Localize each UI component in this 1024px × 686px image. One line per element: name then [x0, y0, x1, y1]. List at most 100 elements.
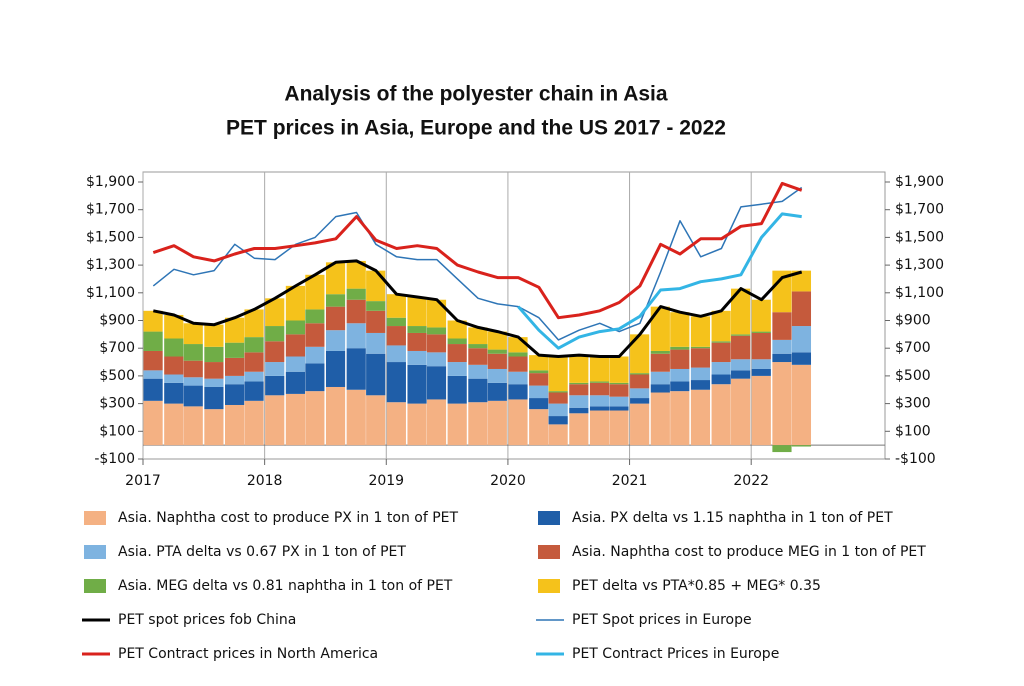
bar-segment	[711, 374, 731, 385]
bar-segment	[487, 353, 507, 369]
y2-tick-label: $900	[895, 313, 931, 329]
legend-label: PET Spot prices in Europe	[572, 612, 752, 628]
bar-segment	[366, 395, 386, 446]
bar-segment	[711, 384, 731, 446]
y-tick-label: $1,100	[86, 285, 135, 301]
bar-segment	[731, 370, 751, 379]
bar-segment	[447, 320, 467, 339]
legend-swatch	[538, 579, 560, 593]
bar-segment	[305, 309, 325, 324]
bar-segment	[325, 386, 346, 446]
bar-segment	[447, 338, 467, 345]
y-tick-label: $1,700	[86, 202, 135, 218]
bar-segment	[529, 355, 549, 371]
bar-segment	[366, 270, 386, 302]
bar-segment	[204, 386, 224, 410]
bar-segment	[244, 352, 264, 372]
bar-segment	[589, 406, 610, 411]
y2-tick-label: $700	[895, 340, 931, 356]
bar-segment	[791, 326, 812, 353]
bar-segment	[589, 410, 610, 446]
bar-segment	[468, 327, 488, 345]
bar-segment	[609, 382, 629, 385]
bar-segment	[670, 391, 690, 446]
y-tick-label: $1,900	[86, 174, 135, 190]
bar-segment	[670, 381, 690, 392]
bar-segment	[589, 395, 610, 407]
bar-segment	[244, 371, 264, 382]
bar-segment	[143, 378, 163, 401]
bar-segment	[548, 416, 568, 425]
bar-segment	[569, 355, 589, 383]
bar-segment	[650, 350, 670, 354]
bar-segment	[143, 310, 163, 332]
bar-segment	[711, 342, 731, 363]
bar-segment	[670, 368, 690, 382]
bar-segment	[508, 384, 528, 400]
bar-segment	[346, 299, 366, 324]
bar-segment	[386, 362, 406, 403]
bar-segment	[751, 332, 771, 360]
y2-tick-label: $100	[895, 423, 931, 439]
bar-segment	[650, 392, 670, 446]
y2-tick-label: $1,300	[895, 257, 944, 273]
legend-label: Asia. PX delta vs 1.15 naphtha in 1 ton …	[572, 510, 893, 526]
bar-segment	[589, 381, 610, 383]
bar-segment	[751, 368, 771, 376]
bar-segment	[386, 294, 406, 318]
bar-segment	[407, 403, 427, 446]
bar-segment	[325, 330, 346, 351]
bar-segment	[285, 356, 305, 372]
bar-segment	[305, 274, 325, 310]
bar-segment	[569, 384, 589, 396]
bar-segment	[426, 399, 447, 446]
bar-segment	[589, 382, 610, 396]
bar-segment	[772, 445, 792, 453]
bar-segment	[285, 285, 305, 321]
bar-segment	[265, 341, 285, 363]
bar-segment	[487, 382, 507, 401]
bar-segment	[468, 344, 488, 349]
x-tick-label: 2022	[733, 473, 769, 489]
bar-segment	[183, 377, 203, 386]
bar-segment	[609, 406, 629, 411]
bar-segment	[183, 385, 203, 407]
bar-segment	[589, 356, 610, 382]
bar-segment	[468, 348, 488, 365]
bar-segment	[325, 306, 346, 331]
bar-segment	[630, 334, 650, 374]
legend-label: PET delta vs PTA*0.85 + MEG* 0.35	[572, 578, 821, 594]
bar-segment	[265, 395, 285, 446]
bar-segment	[204, 324, 224, 347]
y2-tick-label: $1,100	[895, 285, 944, 301]
bar-segment	[791, 445, 812, 447]
bar-segment	[508, 371, 528, 385]
bar-segment	[650, 384, 670, 393]
bar-segment	[366, 353, 386, 396]
bar-segment	[508, 337, 528, 353]
bar-segment	[487, 368, 507, 383]
legend-label: PET Contract prices in North America	[118, 646, 378, 662]
bar-segment	[650, 306, 670, 351]
y-tick-label: $700	[99, 340, 135, 356]
legend-label: PET Contract Prices in Europe	[572, 646, 779, 662]
bar-segment	[630, 373, 650, 375]
legend-label: PET spot prices fob China	[118, 612, 296, 628]
legend-label: Asia. MEG delta vs 0.81 naphtha in 1 ton…	[118, 578, 453, 594]
y-tick-label: $500	[99, 368, 135, 384]
bar-segment	[487, 349, 507, 354]
chart-title: Analysis of the polyester chain in Asia	[284, 83, 667, 106]
bar-segment	[346, 260, 366, 289]
bar-segment	[426, 366, 447, 400]
bar-segment	[508, 356, 528, 372]
bar-segment	[164, 356, 184, 375]
bar-segment	[690, 380, 711, 390]
bar-segment	[224, 384, 245, 405]
bar-segment	[164, 314, 184, 339]
bar-segment	[143, 350, 163, 371]
bar-segment	[548, 391, 568, 393]
bar-segment	[244, 400, 264, 446]
bar-segment	[529, 370, 549, 374]
bar-segment	[529, 373, 549, 386]
bar-segment	[468, 402, 488, 446]
